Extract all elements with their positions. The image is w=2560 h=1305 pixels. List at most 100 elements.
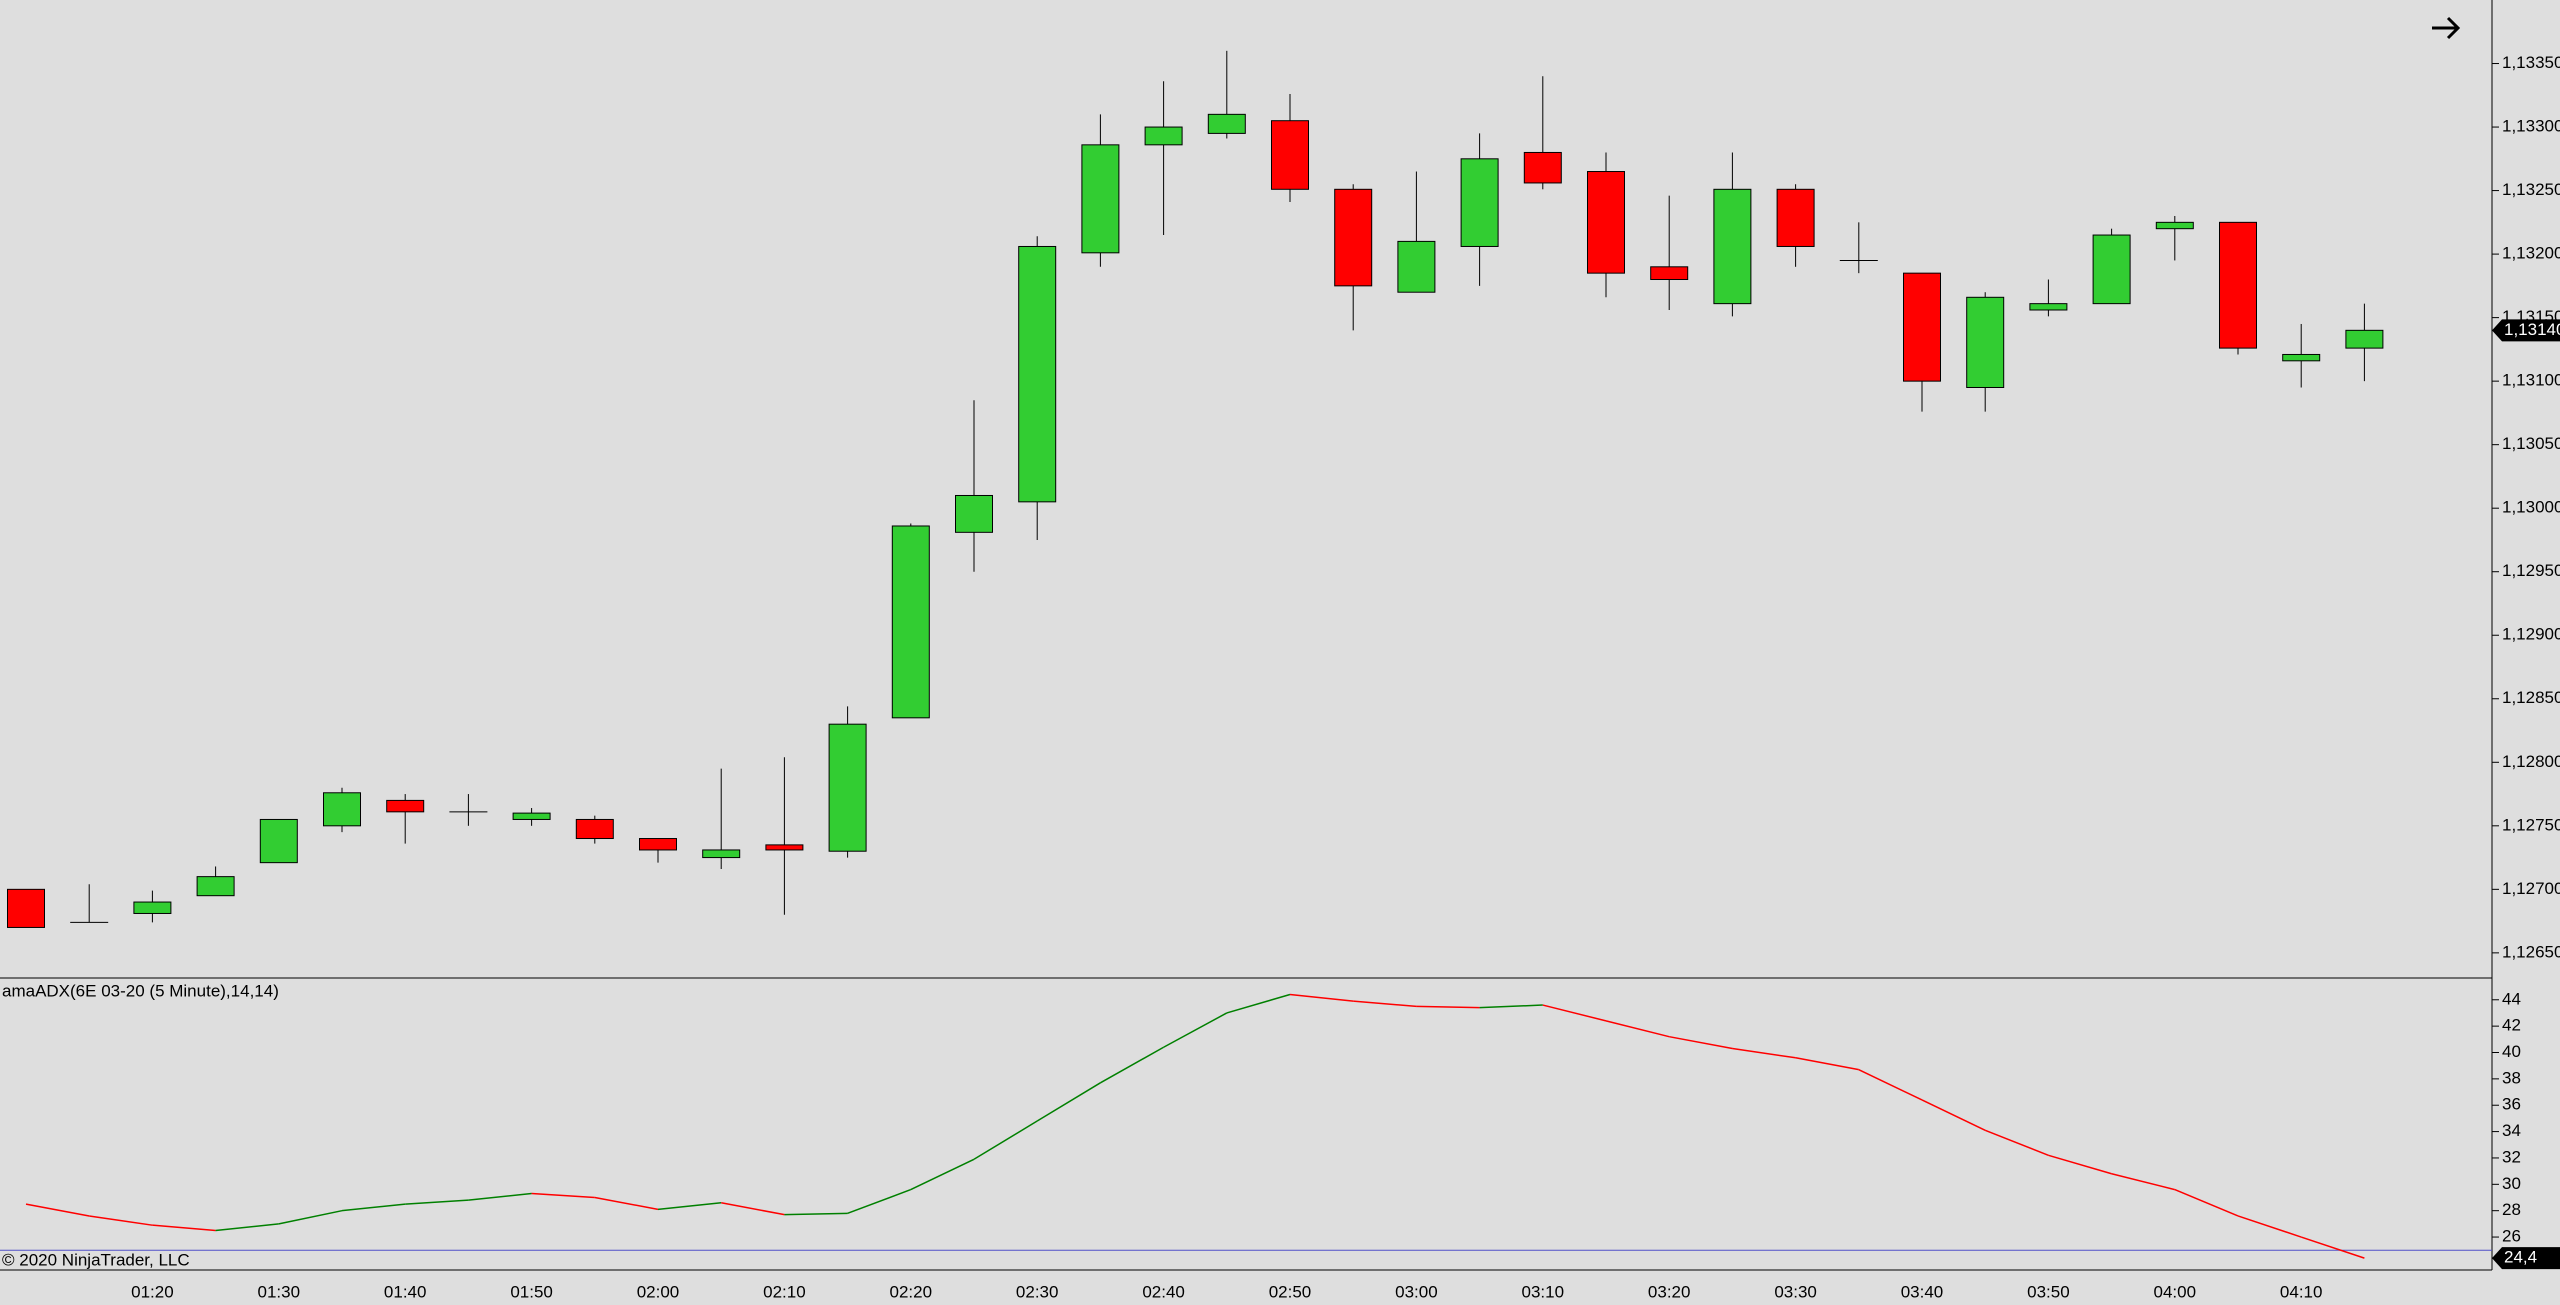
y-tick-label: 34 — [2502, 1121, 2521, 1140]
y-tick-label: 1,13350 — [2502, 53, 2560, 72]
y-tick-label: 1,12900 — [2502, 625, 2560, 644]
last-value-label: 1,13140 — [2504, 320, 2560, 339]
candle-body — [1018, 245, 1057, 503]
candle-body — [1144, 126, 1183, 146]
adx-segment — [468, 1192, 532, 1201]
candle-body — [1334, 188, 1373, 287]
adx-segment — [1984, 1129, 2049, 1157]
x-tick-label: 04:10 — [2280, 1282, 2323, 1301]
y-tick-label: 1,13100 — [2502, 371, 2560, 390]
x-tick-label: 04:00 — [2154, 1282, 2197, 1301]
candle-body — [639, 838, 677, 851]
x-tick-label: 02:10 — [763, 1282, 806, 1301]
candle-body — [2029, 303, 2068, 311]
candle-body — [133, 901, 172, 914]
candle-body — [386, 799, 425, 813]
last-value-box — [2492, 1247, 2560, 1270]
candle-body — [2282, 353, 2321, 362]
adx-segment — [1353, 1000, 1417, 1008]
x-tick-label: 02:40 — [1142, 1282, 1185, 1301]
adx-segment — [215, 1223, 279, 1232]
candle-body — [575, 818, 614, 840]
y-tick-label: 1,12850 — [2502, 688, 2560, 707]
x-tick-label: 03:20 — [1648, 1282, 1691, 1301]
adx-segment — [1416, 1005, 1480, 1009]
adx-segment — [1605, 1020, 1670, 1038]
candle-body — [1903, 272, 1941, 382]
candle-body — [1523, 151, 1562, 184]
y-tick-label: 1,13200 — [2502, 244, 2560, 263]
adx-segment — [973, 1120, 1038, 1160]
candle-body — [1207, 113, 1246, 134]
adx-segment — [594, 1196, 659, 1211]
y-tick-label: 30 — [2502, 1174, 2521, 1193]
candle-body — [512, 812, 551, 820]
candle-body — [2219, 221, 2257, 349]
candle-body — [1271, 120, 1309, 190]
x-tick-label: 02:50 — [1269, 1282, 1312, 1301]
adx-segment — [1226, 993, 1291, 1014]
x-tick-label: 03:50 — [2027, 1282, 2070, 1301]
candle-body — [702, 849, 741, 859]
candle-body — [1776, 188, 1815, 247]
x-tick-label: 03:00 — [1395, 1282, 1438, 1301]
x-tick-label: 02:20 — [890, 1282, 933, 1301]
adx-segment — [1289, 993, 1354, 1002]
adx-segment — [784, 1212, 848, 1216]
indicator-title: amaADX(6E 03-20 (5 Minute),14,14) — [2, 981, 279, 1000]
y-tick-label: 38 — [2502, 1068, 2521, 1087]
y-tick-label: 1,13250 — [2502, 180, 2560, 199]
x-tick-label: 02:30 — [1016, 1282, 1059, 1301]
adx-segment — [2300, 1236, 2365, 1259]
x-tick-label: 02:00 — [637, 1282, 680, 1301]
nav-arrow[interactable] — [2432, 16, 2461, 40]
candle-body — [891, 525, 930, 719]
adx-segment — [1479, 1004, 1543, 1009]
last-value-box — [2492, 319, 2560, 342]
adx-segment — [278, 1209, 343, 1225]
candle-body — [1397, 240, 1436, 293]
candle-body — [1460, 158, 1499, 247]
adx-segment — [152, 1224, 216, 1232]
candle-body — [1587, 171, 1625, 274]
adx-segment — [1669, 1035, 1733, 1050]
x-tick-label: 03:10 — [1522, 1282, 1565, 1301]
y-tick-label: 32 — [2502, 1147, 2521, 1166]
adx-segment — [721, 1202, 785, 1216]
y-tick-label: 1,12700 — [2502, 879, 2560, 898]
candle-body — [323, 792, 361, 827]
y-tick-label: 36 — [2502, 1095, 2521, 1114]
x-tick-label: 03:40 — [1901, 1282, 1944, 1301]
candle-body — [1713, 188, 1752, 305]
adx-segment — [1858, 1068, 1923, 1101]
adx-segment — [657, 1202, 722, 1211]
candle-body — [2155, 221, 2194, 230]
y-tick-label: 1,12800 — [2502, 752, 2560, 771]
x-tick-label: 01:50 — [510, 1282, 553, 1301]
candle-body — [1650, 266, 1689, 281]
adx-segment — [2237, 1215, 2302, 1238]
adx-segment — [1732, 1047, 1796, 1059]
candle-body — [196, 876, 235, 897]
candle-body — [1966, 296, 2005, 388]
adx-segment — [2174, 1188, 2239, 1217]
adx-segment — [1921, 1099, 1986, 1131]
adx-segment — [89, 1215, 153, 1226]
adx-segment — [531, 1192, 595, 1199]
y-tick-label: 1,12650 — [2502, 942, 2560, 961]
adx-segment — [910, 1158, 975, 1191]
x-tick-label: 01:20 — [131, 1282, 174, 1301]
adx-segment — [1036, 1082, 1101, 1122]
adx-segment — [2048, 1154, 2112, 1175]
y-tick-label: 44 — [2502, 989, 2521, 1008]
copyright: © 2020 NinjaTrader, LLC — [2, 1250, 190, 1269]
y-tick-label: 1,13000 — [2502, 498, 2560, 517]
adx-segment — [1542, 1004, 1607, 1022]
candle-body — [7, 888, 45, 928]
adx-segment — [2111, 1173, 2175, 1191]
y-tick-label: 40 — [2502, 1042, 2521, 1061]
candle-body — [2092, 234, 2131, 305]
adx-segment — [1163, 1012, 1228, 1048]
candle-body — [2345, 329, 2384, 349]
